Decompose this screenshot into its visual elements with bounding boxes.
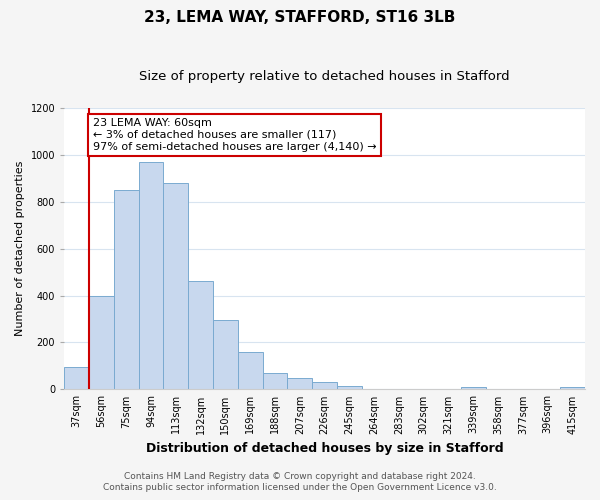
- Title: Size of property relative to detached houses in Stafford: Size of property relative to detached ho…: [139, 70, 510, 83]
- Y-axis label: Number of detached properties: Number of detached properties: [15, 161, 25, 336]
- Bar: [238, 352, 263, 390]
- Bar: [263, 373, 287, 390]
- Bar: [287, 378, 312, 390]
- Bar: [188, 282, 213, 390]
- Bar: [89, 296, 114, 390]
- Bar: [139, 162, 163, 390]
- Bar: [64, 367, 89, 390]
- Bar: [213, 320, 238, 390]
- Bar: [114, 190, 139, 390]
- Text: Contains HM Land Registry data © Crown copyright and database right 2024.
Contai: Contains HM Land Registry data © Crown c…: [103, 472, 497, 492]
- Text: 23, LEMA WAY, STAFFORD, ST16 3LB: 23, LEMA WAY, STAFFORD, ST16 3LB: [145, 10, 455, 25]
- Bar: [163, 183, 188, 390]
- X-axis label: Distribution of detached houses by size in Stafford: Distribution of detached houses by size …: [146, 442, 503, 455]
- Bar: [560, 387, 585, 390]
- Bar: [461, 387, 486, 390]
- Bar: [312, 382, 337, 390]
- Bar: [337, 386, 362, 390]
- Text: 23 LEMA WAY: 60sqm
← 3% of detached houses are smaller (117)
97% of semi-detache: 23 LEMA WAY: 60sqm ← 3% of detached hous…: [93, 118, 376, 152]
